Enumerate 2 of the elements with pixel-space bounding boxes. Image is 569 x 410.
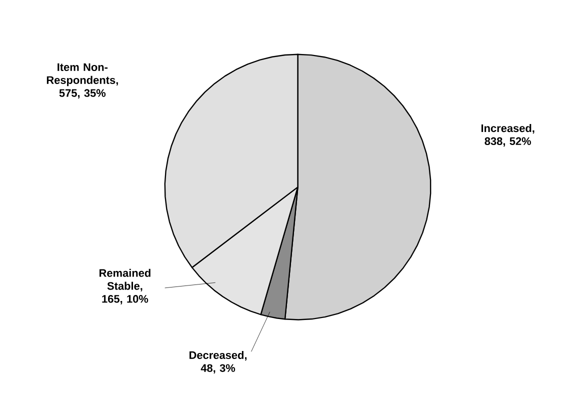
slice-label: Decreased bbox=[190, 350, 244, 359]
slice-label: Increased bbox=[481, 124, 532, 132]
